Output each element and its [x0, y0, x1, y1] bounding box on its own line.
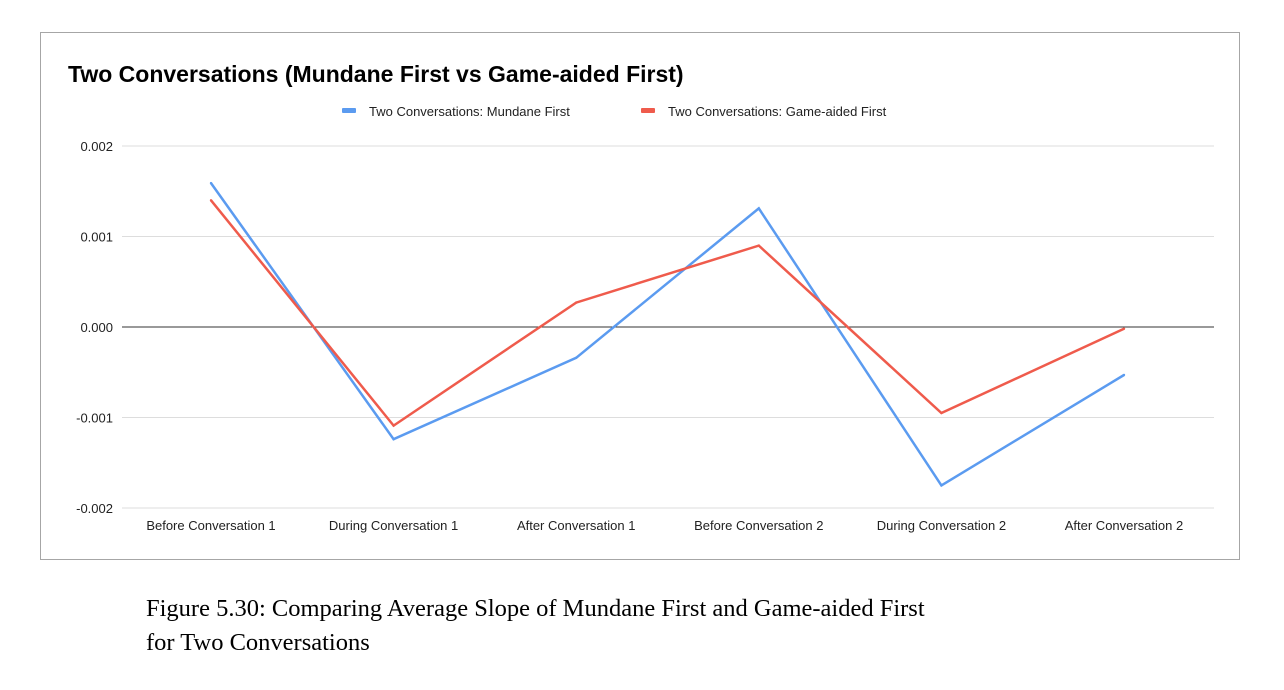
y-tick-label: 0.002: [80, 139, 113, 154]
y-tick-label: -0.002: [76, 501, 113, 516]
caption-line-1: Figure 5.30: Comparing Average Slope of …: [146, 595, 925, 622]
legend-swatch-two-conversations-game-aided-first: [641, 108, 655, 113]
data-point-two-conversations-game-aided-first: [209, 199, 213, 202]
data-point-two-conversations-game-aided-first: [1122, 327, 1126, 331]
y-axis-ticks: 0.002 0.001 0.000 -0.001 -0.002: [76, 139, 113, 516]
x-tick-label: After Conversation 2: [1065, 518, 1184, 533]
chart-frame: [40, 32, 1240, 560]
series-lines: [209, 181, 1126, 488]
data-point-two-conversations-mundane-first: [575, 356, 578, 359]
x-tick-label: During Conversation 1: [329, 518, 458, 533]
data-point-two-conversations-game-aided-first: [940, 411, 943, 415]
y-tick-label: 0.001: [80, 230, 113, 245]
x-tick-label: During Conversation 2: [877, 518, 1006, 533]
figure-caption: Figure 5.30: Comparing Average Slope of …: [146, 592, 1226, 660]
chart-title: Two Conversations (Mundane First vs Game…: [68, 61, 684, 87]
legend-label: Two Conversations: Mundane First: [369, 104, 570, 119]
data-point-two-conversations-game-aided-first: [575, 301, 578, 304]
x-tick-label: After Conversation 1: [517, 518, 636, 533]
legend-label: Two Conversations: Game-aided First: [668, 104, 887, 119]
x-tick-label: Before Conversation 2: [694, 518, 823, 533]
chart-legend: Two Conversations: Mundane First Two Conv…: [342, 104, 887, 119]
data-point-two-conversations-mundane-first: [209, 181, 213, 185]
series-line-two-conversations-mundane-first: [209, 182, 1125, 488]
data-point-two-conversations-mundane-first: [940, 484, 943, 487]
y-tick-label: 0.000: [80, 320, 113, 335]
legend-swatch-two-conversations-mundane-first: [342, 108, 356, 113]
x-tick-label: Before Conversation 1: [146, 518, 275, 533]
caption-line-2: for Two Conversations: [146, 629, 370, 656]
data-point-two-conversations-mundane-first: [1122, 373, 1126, 377]
data-point-two-conversations-mundane-first: [392, 438, 395, 441]
grid-lines: [122, 145, 1214, 509]
series-line-two-conversations-game-aided-first: [210, 199, 1125, 428]
x-axis-ticks: Before Conversation 1 During Conversation…: [146, 518, 1183, 533]
data-point-two-conversations-game-aided-first: [757, 244, 760, 247]
y-tick-label: -0.001: [76, 411, 113, 426]
data-point-two-conversations-game-aided-first: [392, 424, 395, 427]
data-point-two-conversations-mundane-first: [757, 207, 760, 210]
